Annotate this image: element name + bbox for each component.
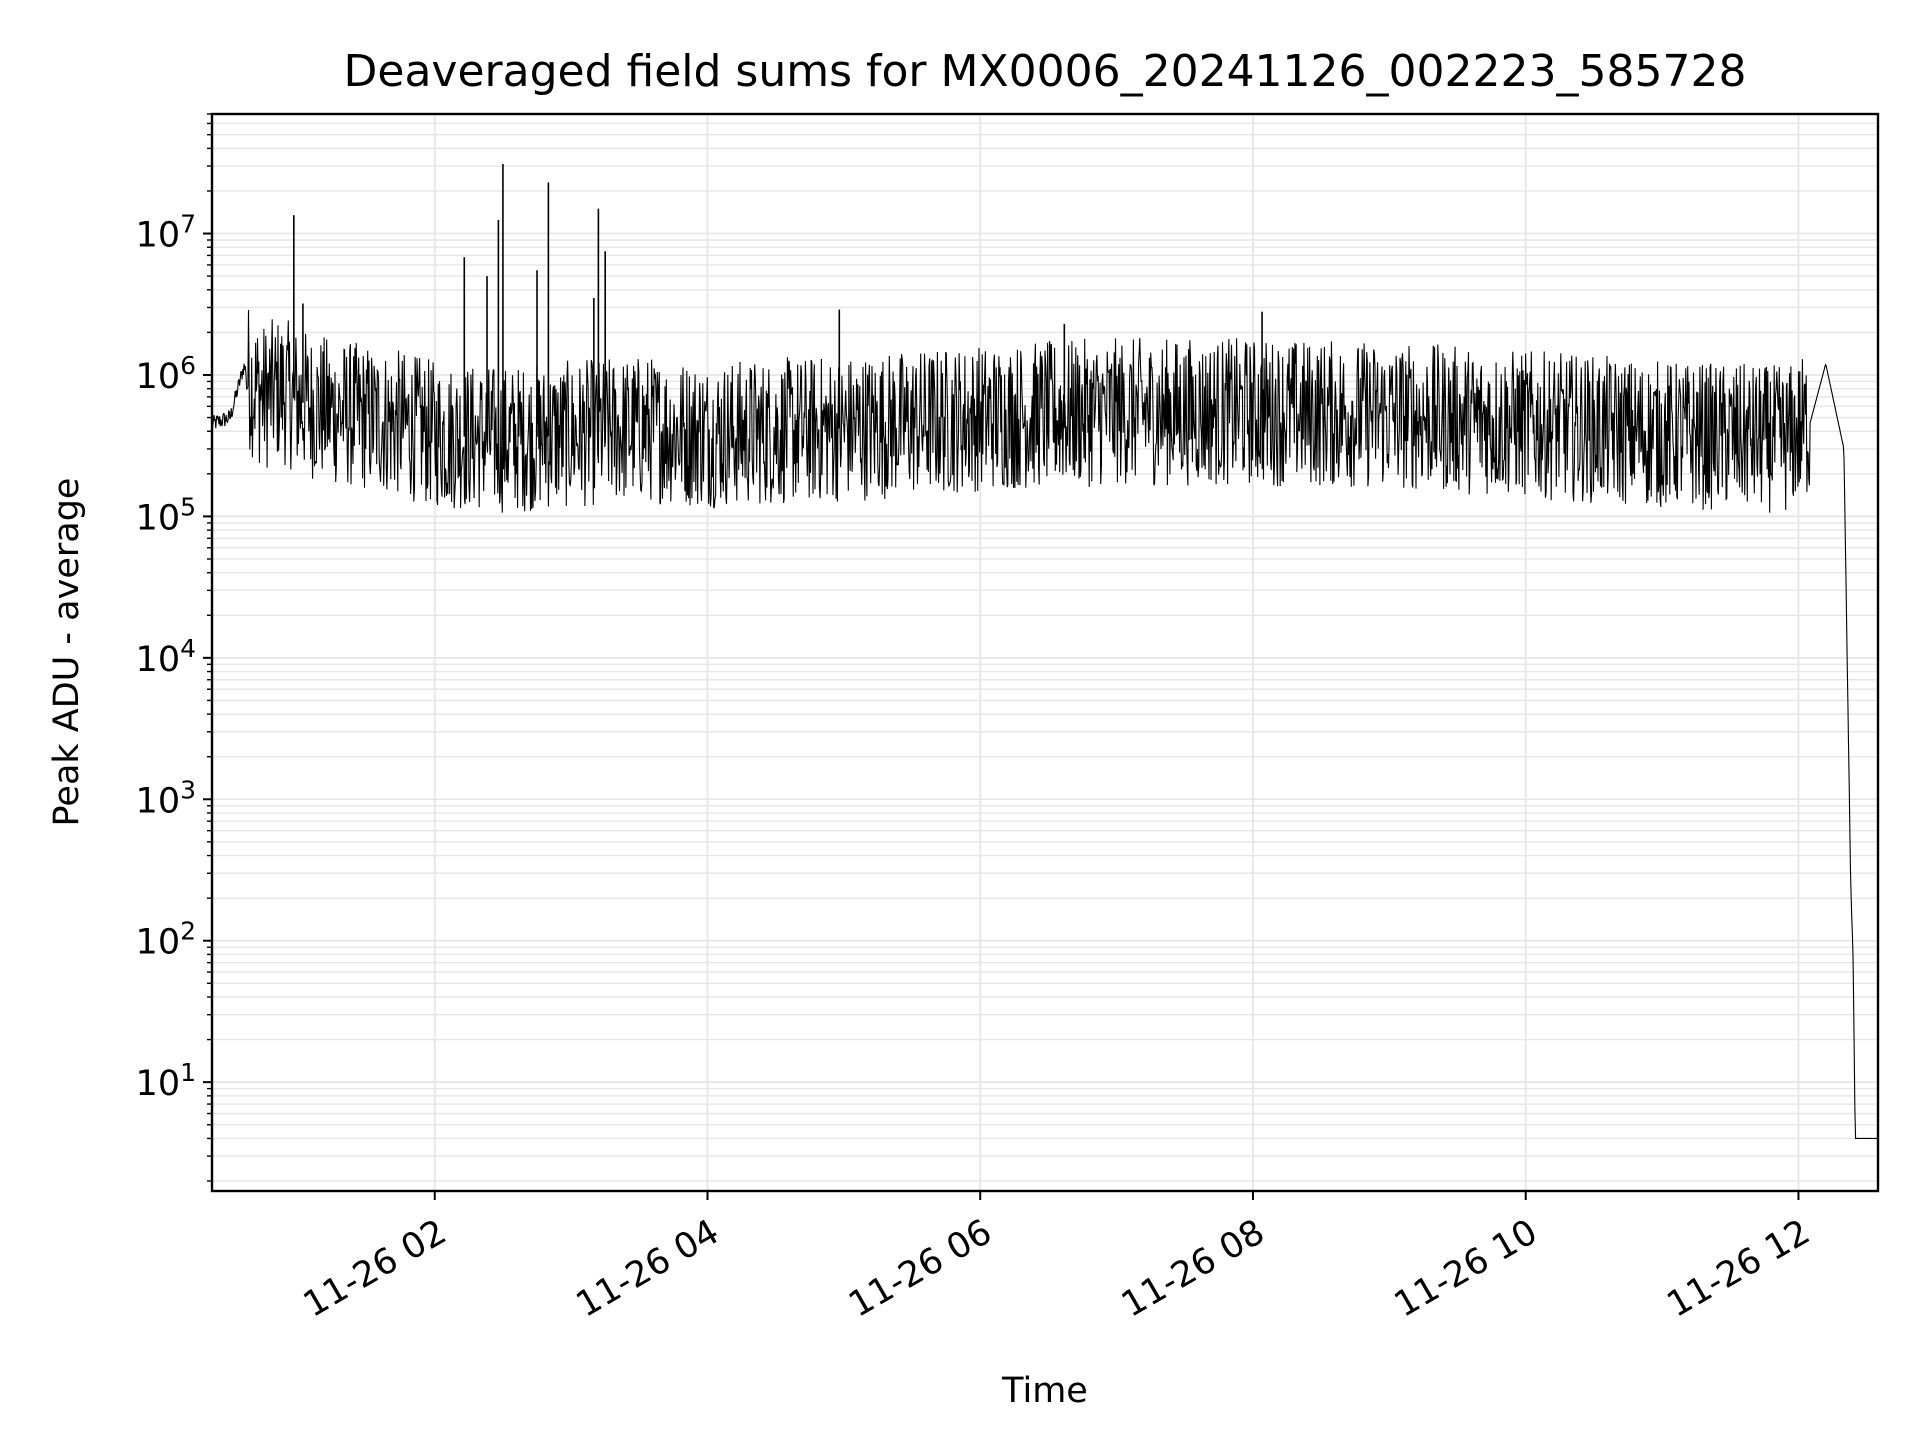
y-tick-label: 104 — [136, 634, 196, 680]
y-tick-labels: 101 102 103 104 105 106 107 — [136, 210, 196, 1105]
y-tick-label: 106 — [136, 351, 196, 397]
y-tick-label: 102 — [136, 917, 196, 963]
series-layer — [211, 164, 1878, 1139]
tick-marks — [203, 113, 1800, 1200]
y-tick-label: 103 — [136, 775, 196, 821]
plot-frame — [210, 112, 1880, 1193]
chart-title: Deaveraged field sums for MX0006_2024112… — [344, 46, 1747, 97]
y-tick-label: 105 — [136, 492, 196, 538]
series-line — [211, 309, 1878, 1139]
y-tick-label: 101 — [136, 1058, 196, 1104]
y-axis-label: Peak ADU - average — [47, 478, 87, 827]
y-tick-label: 107 — [136, 210, 196, 256]
x-axis-label: Time — [1001, 1371, 1088, 1411]
grid-lines — [212, 113, 1878, 1191]
